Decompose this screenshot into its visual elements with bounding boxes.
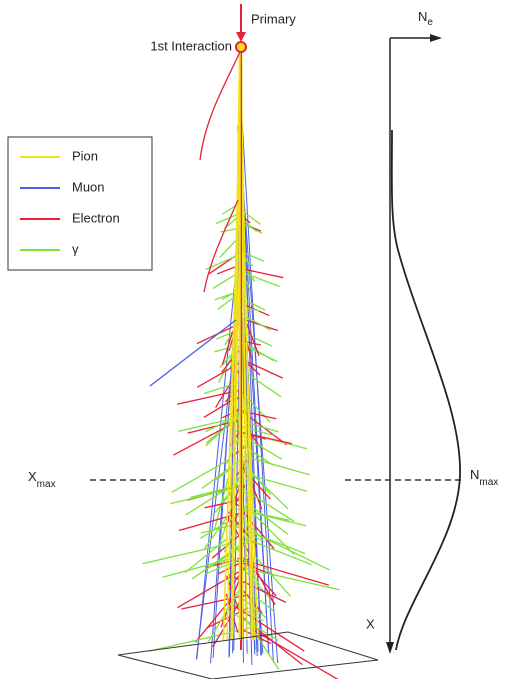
depth-arrowhead — [386, 642, 394, 654]
profile-curve — [392, 130, 460, 650]
profile-axis-label: Ne — [418, 9, 433, 27]
track — [217, 266, 236, 274]
profile-axis-sub: e — [427, 17, 433, 28]
track — [216, 214, 238, 223]
track — [244, 343, 273, 361]
nmax-label: Nmax — [470, 467, 498, 487]
track — [252, 512, 290, 520]
legend-label: γ — [72, 241, 79, 256]
track — [251, 629, 339, 679]
interaction-point — [236, 42, 246, 52]
profile-arrowhead — [430, 34, 442, 42]
primary-label: Primary — [251, 11, 296, 26]
nmax-sub: max — [479, 477, 498, 488]
ground-plane — [118, 632, 378, 679]
track — [150, 320, 236, 386]
primary-arrowhead — [236, 32, 246, 42]
track — [204, 200, 238, 292]
track — [200, 52, 240, 160]
track — [245, 618, 279, 670]
xmax-text: X — [28, 469, 37, 484]
profile-axis-text: N — [418, 9, 427, 24]
track — [171, 490, 229, 504]
track — [220, 238, 238, 257]
shower-diagram: Primary 1st Interaction Pion Muon Electron… — [0, 0, 512, 679]
legend-label: Muon — [72, 179, 105, 194]
nmax-text: N — [470, 467, 479, 482]
shower-tracks — [143, 50, 340, 679]
legend-label: Pion — [72, 148, 98, 163]
xmax-sub: max — [37, 479, 56, 490]
legend-label: Electron — [72, 210, 120, 225]
xmax-label: Xmax — [28, 469, 56, 489]
interaction-label: 1st Interaction — [150, 38, 232, 53]
depth-axis-label: X — [366, 616, 375, 631]
